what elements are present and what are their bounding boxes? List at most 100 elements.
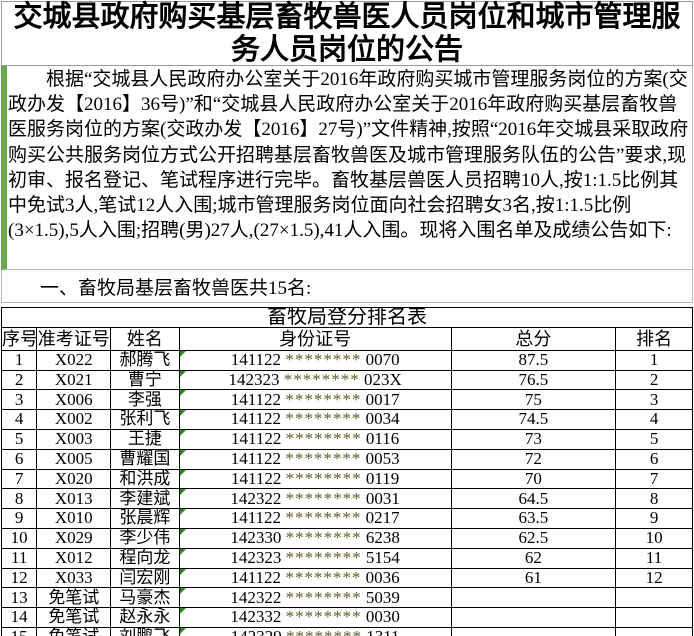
id-suffix: 0030: [365, 607, 400, 627]
cell-exam-no: X010: [36, 508, 112, 529]
cell-corner-indicator-icon: [180, 569, 186, 575]
cell-corner-indicator-icon: [180, 371, 186, 377]
cell-score: 62.5: [450, 527, 617, 549]
cell-name: 和洪成: [110, 468, 180, 490]
cell-no: 6: [0, 448, 38, 470]
id-prefix: 142330: [230, 528, 282, 548]
cell-score: [450, 626, 617, 636]
cell-no: 3: [0, 389, 38, 411]
id-mask: ********: [285, 568, 362, 587]
table-row: 9 X010 张晨辉 141122 ******** 0217 63.5 9: [0, 508, 693, 529]
table-row: 7 X020 和洪成 141122 ******** 0119 70 7: [0, 468, 693, 490]
cell-id-number: 142323 ******** 023X: [178, 369, 452, 391]
cell-rank: 6: [615, 448, 693, 470]
cell-name: 王捷: [110, 428, 180, 450]
cell-rank: 11: [615, 547, 693, 569]
table-row: 6 X005 曹耀国 141122 ******** 0053 72 6: [0, 448, 693, 470]
cell-exam-no: X005: [36, 448, 112, 470]
id-suffix: 023X: [363, 370, 402, 389]
id-suffix: 0217: [365, 508, 400, 528]
cell-id-number: 141122 ******** 0070: [178, 349, 452, 371]
table-header-row: 序号 准考证号 姓名 身份证号 总分 排名: [0, 326, 693, 351]
col-header-id-number: 身份证号: [178, 326, 452, 351]
id-suffix: 5154: [365, 548, 400, 567]
cell-score: 62: [450, 547, 617, 569]
cell-score: [450, 587, 617, 609]
id-suffix: 6238: [365, 528, 400, 548]
table-row: 3 X006 李强 141122 ******** 0017 75 3: [0, 389, 693, 411]
cell-exam-no: X003: [36, 428, 112, 450]
cell-no: 2: [0, 369, 38, 391]
cell-exam-no: 免笔试: [36, 626, 112, 636]
table-title-row: 畜牧局登分排名表: [1, 307, 693, 328]
id-prefix: 141122: [230, 389, 282, 409]
cell-corner-indicator-icon: [180, 588, 186, 595]
table-row: 4 X002 张利飞 141122 ******** 0034 74.5 4: [0, 409, 693, 430]
cell-name: 程向龙: [110, 547, 180, 569]
cell-id-number: 141122 ******** 0053: [178, 448, 452, 470]
cell-no: 7: [0, 468, 38, 490]
cell-score: 63.5: [450, 508, 617, 529]
cell-id-number: 142330 ******** 6238: [178, 527, 452, 549]
cell-id-number: 141122 ******** 0116: [178, 428, 452, 450]
cell-corner-indicator-icon: [180, 351, 186, 357]
cell-corner-indicator-icon: [180, 628, 186, 634]
cell-no: 10: [0, 527, 38, 549]
cell-no: 11: [0, 547, 38, 569]
cell-name: 郝腾飞: [110, 349, 180, 371]
id-prefix: 142322: [230, 488, 282, 508]
cell-name: 闫宏刚: [110, 567, 180, 589]
id-mask: ********: [285, 488, 362, 508]
table-row: 5 X003 王捷 141122 ******** 0116 73 5: [0, 428, 693, 450]
col-header-rank: 排名: [615, 326, 693, 351]
cell-name: 马豪杰: [110, 587, 180, 609]
intro-section: 根据“交城县人民政府办公室关于2016年政府购买城市管理服务岗位的方案(交政办发…: [1, 66, 693, 270]
id-suffix: 0119: [365, 469, 400, 488]
id-prefix: 142323: [228, 370, 280, 389]
cell-id-number: 141122 ******** 0119: [178, 468, 452, 490]
cell-corner-indicator-icon: [180, 450, 186, 456]
table-row: 8 X013 李建斌 142322 ******** 0031 64.5 8: [0, 488, 693, 510]
cell-no: 13: [0, 587, 38, 609]
id-mask: ********: [286, 628, 362, 636]
section-heading-box: 一、畜牧局基层畜牧兽医共15名:: [1, 270, 693, 303]
cell-score: 74.5: [450, 409, 617, 430]
section-heading: 一、畜牧局基层畜牧兽医共15名:: [40, 277, 312, 299]
id-prefix: 141122: [230, 508, 282, 528]
table-row: 15 免笔试 刘鹏飞 142329 ******** 1311: [0, 626, 693, 636]
cell-no: 8: [0, 488, 38, 510]
cell-id-number: 141122 ******** 0036: [178, 567, 452, 589]
cell-exam-no: X013: [36, 488, 112, 510]
cell-exam-no: 免笔试: [36, 587, 112, 609]
id-prefix: 141122: [231, 429, 282, 449]
cell-rank: [615, 587, 693, 609]
id-prefix: 142332: [230, 607, 282, 627]
table-row: 12 X033 闫宏刚 141122 ******** 0036 61 12: [0, 567, 693, 589]
id-mask: ********: [285, 587, 362, 607]
cell-score: 75: [450, 389, 617, 411]
page-title: 交城县政府购买基层畜牧兽医人员岗位和城市管理服务人员岗位的公告: [13, 1, 681, 66]
table-row: 13 免笔试 马豪杰 142322 ******** 5039: [0, 587, 693, 609]
cell-rank: 12: [615, 567, 693, 589]
id-suffix: 0017: [365, 389, 400, 409]
cell-name: 赵永永: [110, 607, 180, 628]
cell-id-number: 141122 ******** 0017: [178, 389, 452, 411]
id-suffix: 0034: [365, 409, 400, 429]
col-header-score: 总分: [450, 326, 617, 351]
id-mask: ********: [285, 429, 362, 449]
cell-id-number: 142322 ******** 5039: [178, 587, 452, 609]
cell-corner-indicator-icon: [180, 529, 186, 535]
cell-rank: 5: [615, 428, 693, 450]
cell-score: 87.5: [450, 349, 617, 371]
id-mask: ********: [285, 389, 362, 409]
cell-exam-no: X033: [36, 567, 112, 589]
cell-exam-no: 免笔试: [36, 607, 112, 628]
cell-no: 1: [0, 349, 38, 371]
cell-score: 61: [450, 567, 617, 589]
cell-id-number: 142322 ******** 0031: [178, 488, 452, 510]
intro-paragraph: 根据“交城县人民政府办公室关于2016年政府购买城市管理服务岗位的方案(交政办发…: [8, 69, 689, 242]
cell-corner-indicator-icon: [180, 509, 186, 516]
table-title: 畜牧局登分排名表: [1, 307, 693, 328]
table-row: 2 X021 曹宁 142323 ******** 023X 76.5 2: [0, 369, 693, 391]
score-ranking-table: 畜牧局登分排名表 序号 准考证号 姓名 身份证号 总分 排名 1 X022 郝腾…: [0, 307, 693, 636]
